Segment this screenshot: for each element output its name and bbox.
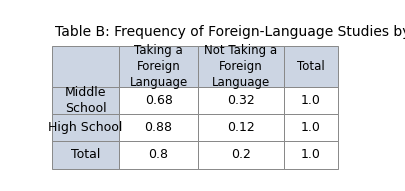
Text: Taking a
Foreign
Language: Taking a Foreign Language <box>130 44 188 89</box>
Text: Not Taking a
Foreign
Language: Not Taking a Foreign Language <box>205 44 277 89</box>
Bar <box>198 46 284 87</box>
Bar <box>52 114 119 141</box>
Text: 0.68: 0.68 <box>145 94 173 107</box>
Text: 0.8: 0.8 <box>149 148 168 161</box>
Text: 1.0: 1.0 <box>301 94 321 107</box>
Bar <box>119 141 198 168</box>
Text: 0.88: 0.88 <box>145 121 173 134</box>
Text: Table B: Frequency of Foreign-Language Studies by Row: Table B: Frequency of Foreign-Language S… <box>55 25 405 39</box>
Bar <box>119 114 198 141</box>
Text: 0.2: 0.2 <box>231 148 251 161</box>
Text: High School: High School <box>49 121 123 134</box>
Bar <box>284 87 338 114</box>
Bar <box>198 87 284 114</box>
Bar <box>284 114 338 141</box>
Text: Total: Total <box>297 60 325 73</box>
Text: 1.0: 1.0 <box>301 121 321 134</box>
Bar <box>198 114 284 141</box>
Bar <box>52 141 119 168</box>
Bar <box>52 46 119 87</box>
Text: Total: Total <box>71 148 100 161</box>
Bar <box>52 87 119 114</box>
Text: 1.0: 1.0 <box>301 148 321 161</box>
Bar <box>284 46 338 87</box>
Bar <box>198 141 284 168</box>
Bar <box>284 141 338 168</box>
Text: Middle
School: Middle School <box>65 86 107 115</box>
Bar <box>119 87 198 114</box>
Text: 0.32: 0.32 <box>227 94 255 107</box>
Bar <box>119 46 198 87</box>
Text: 0.12: 0.12 <box>227 121 255 134</box>
